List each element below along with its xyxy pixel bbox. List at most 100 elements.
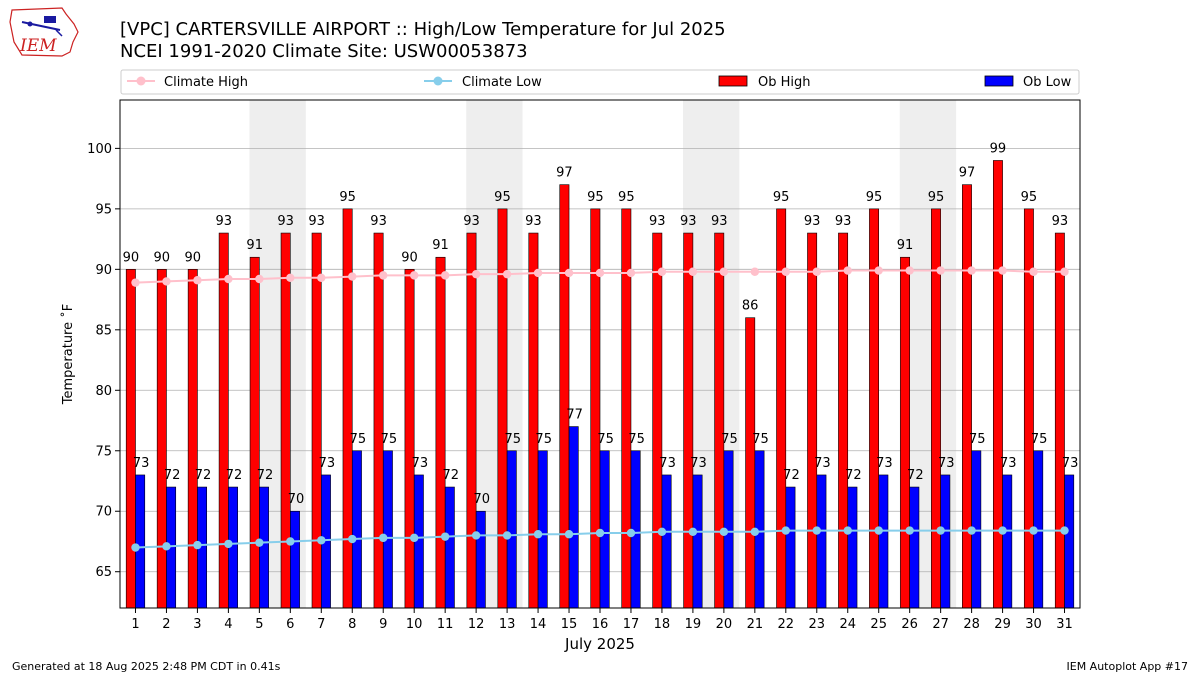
y-tick-label: 90 [95, 263, 112, 278]
x-tick-label: 23 [809, 617, 826, 632]
y-tick-label: 70 [95, 505, 112, 520]
ob-low-label: 70 [474, 492, 491, 507]
climate-high-point [905, 266, 914, 275]
climate-low-point [874, 526, 883, 535]
legend-climate-high: Climate High [127, 75, 248, 90]
climate-low-point [781, 526, 791, 535]
ob-low-label: 72 [226, 468, 243, 483]
ob-high-bar [683, 232, 694, 609]
climate-high-point [440, 271, 450, 280]
ob-high-bar [218, 232, 229, 609]
x-axis-label: July 2025 [564, 635, 635, 653]
ob-low-label: 75 [969, 432, 986, 447]
ob-high-bar [373, 232, 384, 609]
iem-logo: IEM [9, 7, 79, 57]
legend: Climate High Climate Low Ob High Ob Low [120, 69, 1080, 95]
ob-high-bar [497, 208, 508, 609]
ob-high-label: 95 [773, 190, 790, 205]
legend-label: Climate Low [462, 75, 542, 90]
y-tick-label: 65 [95, 565, 112, 580]
ob-high-label: 90 [185, 250, 202, 265]
ob-low-label: 73 [412, 456, 429, 471]
ob-low-label: 75 [381, 432, 398, 447]
ob-high-bar [714, 232, 725, 609]
climate-high-point [317, 273, 326, 282]
ob-high-bar [528, 232, 539, 609]
ob-high-bar [342, 208, 353, 609]
climate-lines [131, 266, 1069, 552]
climate-high-point [874, 266, 883, 275]
ob-high-bar [807, 232, 818, 609]
x-tick-label: 10 [406, 617, 423, 632]
ob-high-label: 95 [587, 190, 604, 205]
climate-high-point [595, 268, 605, 278]
climate-low-point [719, 527, 729, 536]
ob-high-label: 93 [804, 214, 821, 229]
legend-label: Ob Low [1023, 75, 1072, 90]
ob-high-bar [156, 269, 167, 609]
ob-high-label: 91 [246, 238, 263, 253]
ob-high-label: 90 [154, 250, 171, 265]
ob-low-label: 72 [845, 468, 862, 483]
climate-low-point [255, 538, 264, 547]
x-tick-label: 22 [778, 617, 795, 632]
climate-low-point [409, 533, 419, 543]
ob-high-label: 93 [215, 214, 232, 229]
ob-high-label: 91 [897, 238, 914, 253]
ob-low-label: 75 [504, 432, 521, 447]
climate-high-point [564, 268, 574, 278]
ob-low-bar [444, 486, 455, 609]
ob-high-label: 93 [463, 214, 480, 229]
climate-low-point [379, 533, 388, 543]
ob-high-bar [311, 232, 322, 609]
ob-high-label: 93 [711, 214, 728, 229]
ob-low-label: 75 [1031, 432, 1048, 447]
x-axis: 1 2 3 4 5 6 7 8 9 10 11 12 13 14 15 16 17 18 19 20 21 22 23 24 2… [131, 608, 1073, 632]
ob-high-label: 90 [123, 250, 140, 265]
ob-high-label: 95 [866, 190, 883, 205]
climate-low-point [286, 537, 295, 546]
climate-low-point [843, 526, 852, 535]
x-tick-label: 21 [747, 617, 764, 632]
climate-high-point [719, 267, 729, 276]
climate-low-point [967, 526, 976, 535]
chart-title: [VPC] CARTERSVILLE AIRPORT :: High/Low T… [120, 19, 726, 40]
x-tick-label: 31 [1056, 617, 1073, 632]
ob-low-label: 75 [597, 432, 614, 447]
y-tick-label: 95 [95, 202, 112, 217]
climate-low-point [595, 528, 605, 538]
ob-high-label: 99 [990, 141, 1007, 156]
x-tick-label: 7 [317, 617, 325, 632]
ob-low-bar [847, 486, 858, 609]
ob-high-label: 95 [339, 190, 356, 205]
climate-high-point [502, 269, 512, 279]
climate-high-point [286, 273, 295, 282]
ob-high-bar [838, 232, 849, 609]
x-tick-label: 2 [162, 617, 170, 632]
ob-low-label: 73 [1062, 456, 1079, 471]
climate-high-point [193, 276, 202, 285]
ob-low-bar [382, 450, 393, 609]
ob-high-label: 95 [494, 190, 511, 205]
x-tick-label: 11 [437, 617, 454, 632]
chart-subtitle: NCEI 1991-2020 Climate Site: USW00053873 [120, 41, 528, 62]
bars [125, 160, 1075, 609]
legend-climate-low: Climate Low [424, 75, 542, 90]
ob-high-label: 93 [680, 214, 697, 229]
ob-low-label: 73 [938, 456, 955, 471]
climate-high-point [843, 266, 852, 275]
climate-low-point [1060, 526, 1069, 535]
x-tick-label: 14 [530, 617, 547, 632]
climate-high-point [255, 274, 264, 284]
x-tick-label: 5 [255, 617, 263, 632]
climate-low-point [193, 540, 202, 550]
x-tick-label: 12 [468, 617, 485, 632]
ob-low-label: 73 [319, 456, 336, 471]
ob-high-label: 91 [432, 238, 449, 253]
x-tick-label: 15 [561, 617, 578, 632]
ob-high-label: 93 [1052, 214, 1069, 229]
ob-high-bar [125, 269, 136, 609]
climate-low-point [317, 536, 326, 545]
climate-low-point [657, 527, 667, 536]
ob-high-bar [466, 232, 477, 609]
